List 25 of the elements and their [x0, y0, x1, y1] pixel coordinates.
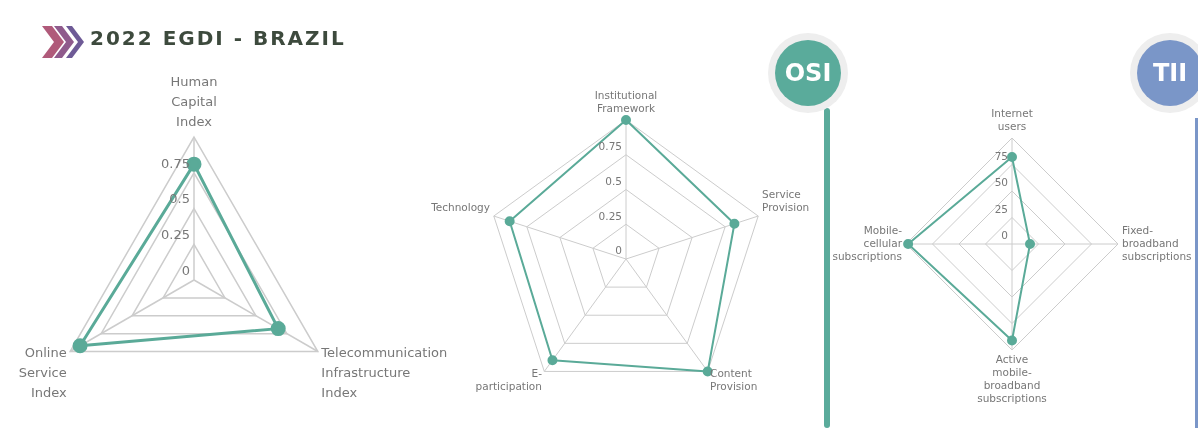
y-tick-label: 0 — [1001, 229, 1008, 242]
spoke-label: Content Provision — [710, 367, 758, 393]
spoke-label: Active mobile-broadband subscriptions — [977, 353, 1047, 405]
y-tick-label: 25 — [994, 202, 1008, 215]
spoke-label: Human Capital Index — [170, 74, 218, 130]
y-tick-label: 0.5 — [605, 174, 622, 187]
spoke-label: Fixed-broadband subscriptions — [1122, 223, 1192, 262]
y-tick-label: 0.25 — [161, 227, 190, 243]
y-tick-label: 0 — [615, 244, 622, 257]
y-tick-label: 50 — [994, 176, 1008, 189]
spoke-label: Telecommunication Infrastructure Index — [320, 344, 448, 400]
spoke-label: Internet users — [991, 107, 1033, 133]
chart-title: 2022 EGDI - BRAZIL — [90, 26, 346, 50]
chart-title: TII — [1151, 58, 1189, 88]
y-tick-label: 0.75 — [598, 140, 622, 153]
spoke-label: Service Provision — [762, 188, 810, 214]
y-tick-label: 0 — [181, 262, 190, 278]
spoke-label: Mobile-cellular subscriptions — [832, 223, 903, 262]
y-tick-label: 75 — [994, 149, 1008, 162]
spoke-label: Online Service Index — [18, 344, 67, 400]
chart-title: OSI — [783, 58, 833, 88]
y-tick-label: 0.25 — [598, 209, 622, 222]
spoke-label: Institutional Framework — [594, 89, 658, 115]
spoke-label: E-participation — [475, 367, 543, 393]
spoke-label: Technology — [430, 201, 490, 214]
